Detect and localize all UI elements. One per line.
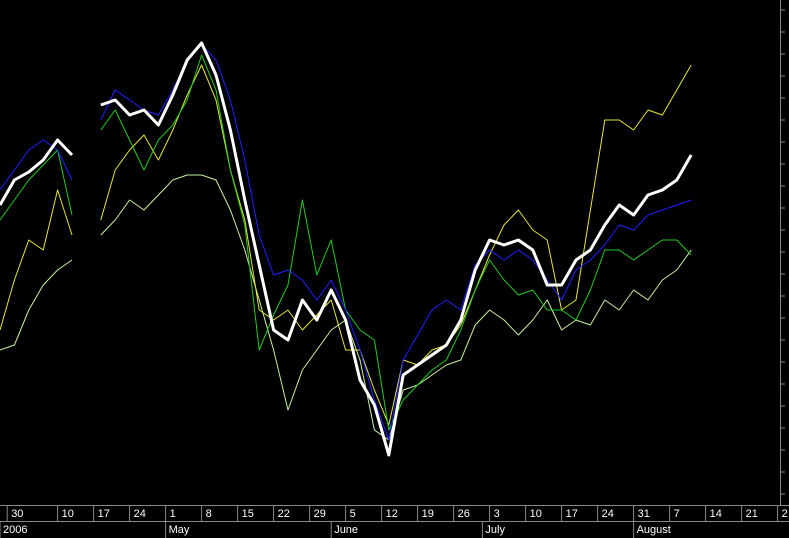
x-tick-label: 22 (278, 508, 290, 520)
series-line (0, 174, 692, 441)
x-tick-label: 10 (62, 508, 74, 520)
x-tick-label: 31 (638, 508, 650, 520)
month-label: 2006 (3, 524, 27, 536)
month-label: July (485, 524, 505, 536)
x-tick-label: 2 (782, 508, 788, 520)
series-line (0, 41, 693, 457)
month-label: August (637, 524, 671, 536)
x-tick-label: 30 (11, 508, 23, 520)
x-tick-label: 14 (710, 508, 722, 520)
x-tick-label: 7 (674, 508, 680, 520)
x-tick-label: 29 (314, 508, 326, 520)
x-tick-label: 19 (422, 508, 434, 520)
x-tick-label: 5 (350, 508, 356, 520)
x-tick-label: 10 (530, 508, 542, 520)
x-tick-label: 21 (746, 508, 758, 520)
x-tick-label: 1 (170, 508, 176, 520)
x-tick-label: 3 (494, 508, 500, 520)
x-tick-label: 15 (242, 508, 254, 520)
x-tick-label: 8 (206, 508, 212, 520)
x-tick-label: 26 (458, 508, 470, 520)
month-label: May (169, 524, 190, 536)
month-label: June (334, 524, 358, 536)
x-tick-label: 17 (566, 508, 578, 520)
series-line (0, 64, 692, 426)
x-tick-label: 17 (98, 508, 110, 520)
x-tick-label: 12 (386, 508, 398, 520)
x-tick-label: 24 (602, 508, 614, 520)
series-line (0, 54, 692, 431)
x-tick-label: 24 (134, 508, 146, 520)
